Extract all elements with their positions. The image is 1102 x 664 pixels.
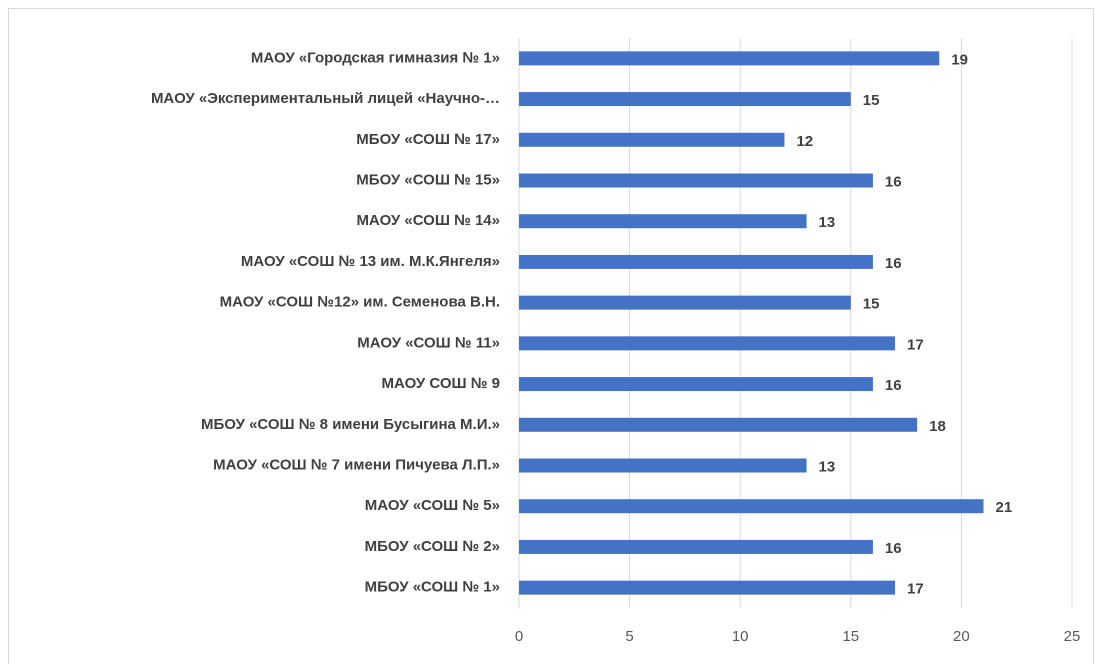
y-tick-label: МАОУ «СОШ № 5» [365,497,500,514]
y-tick-label: МАОУ «СОШ № 7 имени Пичуева Л.П.» [213,456,500,473]
x-tick-label: 25 [1064,628,1081,645]
bar [519,92,851,107]
bar [519,132,785,147]
bar [519,499,984,514]
y-tick-label: МАОУ СОШ № 9 [381,375,500,392]
data-label: 19 [951,51,968,68]
x-tick-label: 0 [515,628,523,645]
chart-border [8,8,1094,664]
x-tick-label: 20 [953,628,970,645]
y-tick-label: МБОУ «СОШ № 15» [356,171,500,188]
y-tick-label: МАОУ «Городская гимназия № 1» [251,49,500,66]
bar [519,580,896,595]
data-label: 18 [929,418,946,435]
data-label: 13 [819,458,836,475]
data-label: 17 [907,336,924,353]
data-label: 21 [996,499,1013,516]
y-tick-label: МБОУ «СОШ № 2» [365,538,500,555]
y-tick-label: МАОУ «Экспериментальный лицей «Научно-… [151,90,500,107]
x-tick-label: 15 [842,628,859,645]
data-label: 16 [885,377,902,394]
data-label: 16 [885,540,902,557]
bar [519,254,873,269]
y-tick-label: МАОУ «СОШ № 14» [356,212,500,229]
data-label: 16 [885,173,902,190]
bar [519,458,807,473]
y-tick-label: МБОУ «СОШ № 17» [356,131,500,148]
bar [519,539,873,554]
y-tick-label: МБОУ «СОШ № 1» [365,579,500,596]
x-tick-label: 10 [732,628,749,645]
bar [519,173,873,188]
bar [519,377,873,392]
bar [519,295,851,310]
y-tick-label: МАОУ «СОШ №12» им. Семенова В.Н. [220,294,500,311]
data-label: 15 [863,92,880,109]
bar [519,51,940,66]
bar [519,417,918,432]
x-tick-label: 5 [625,628,633,645]
data-label: 13 [819,214,836,231]
data-label: 16 [885,255,902,272]
bar [519,336,896,351]
data-label: 17 [907,581,924,598]
y-tick-label: МБОУ «СОШ № 8 имени Бусыгина М.И.» [201,416,500,433]
y-tick-label: МАОУ «СОШ № 11» [357,334,500,351]
data-label: 15 [863,296,880,313]
data-label: 12 [796,133,813,150]
y-tick-label: МАОУ «СОШ № 13 им. М.К.Янгеля» [241,253,500,270]
bar [519,214,807,229]
